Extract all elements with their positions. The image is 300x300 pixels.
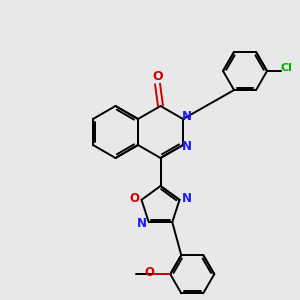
Text: N: N	[182, 192, 191, 205]
Text: O: O	[130, 192, 140, 205]
Text: O: O	[144, 266, 154, 279]
Text: N: N	[137, 217, 147, 230]
Text: N: N	[182, 110, 192, 124]
Text: Cl: Cl	[280, 63, 292, 73]
Text: N: N	[182, 140, 192, 154]
Text: O: O	[152, 70, 163, 83]
